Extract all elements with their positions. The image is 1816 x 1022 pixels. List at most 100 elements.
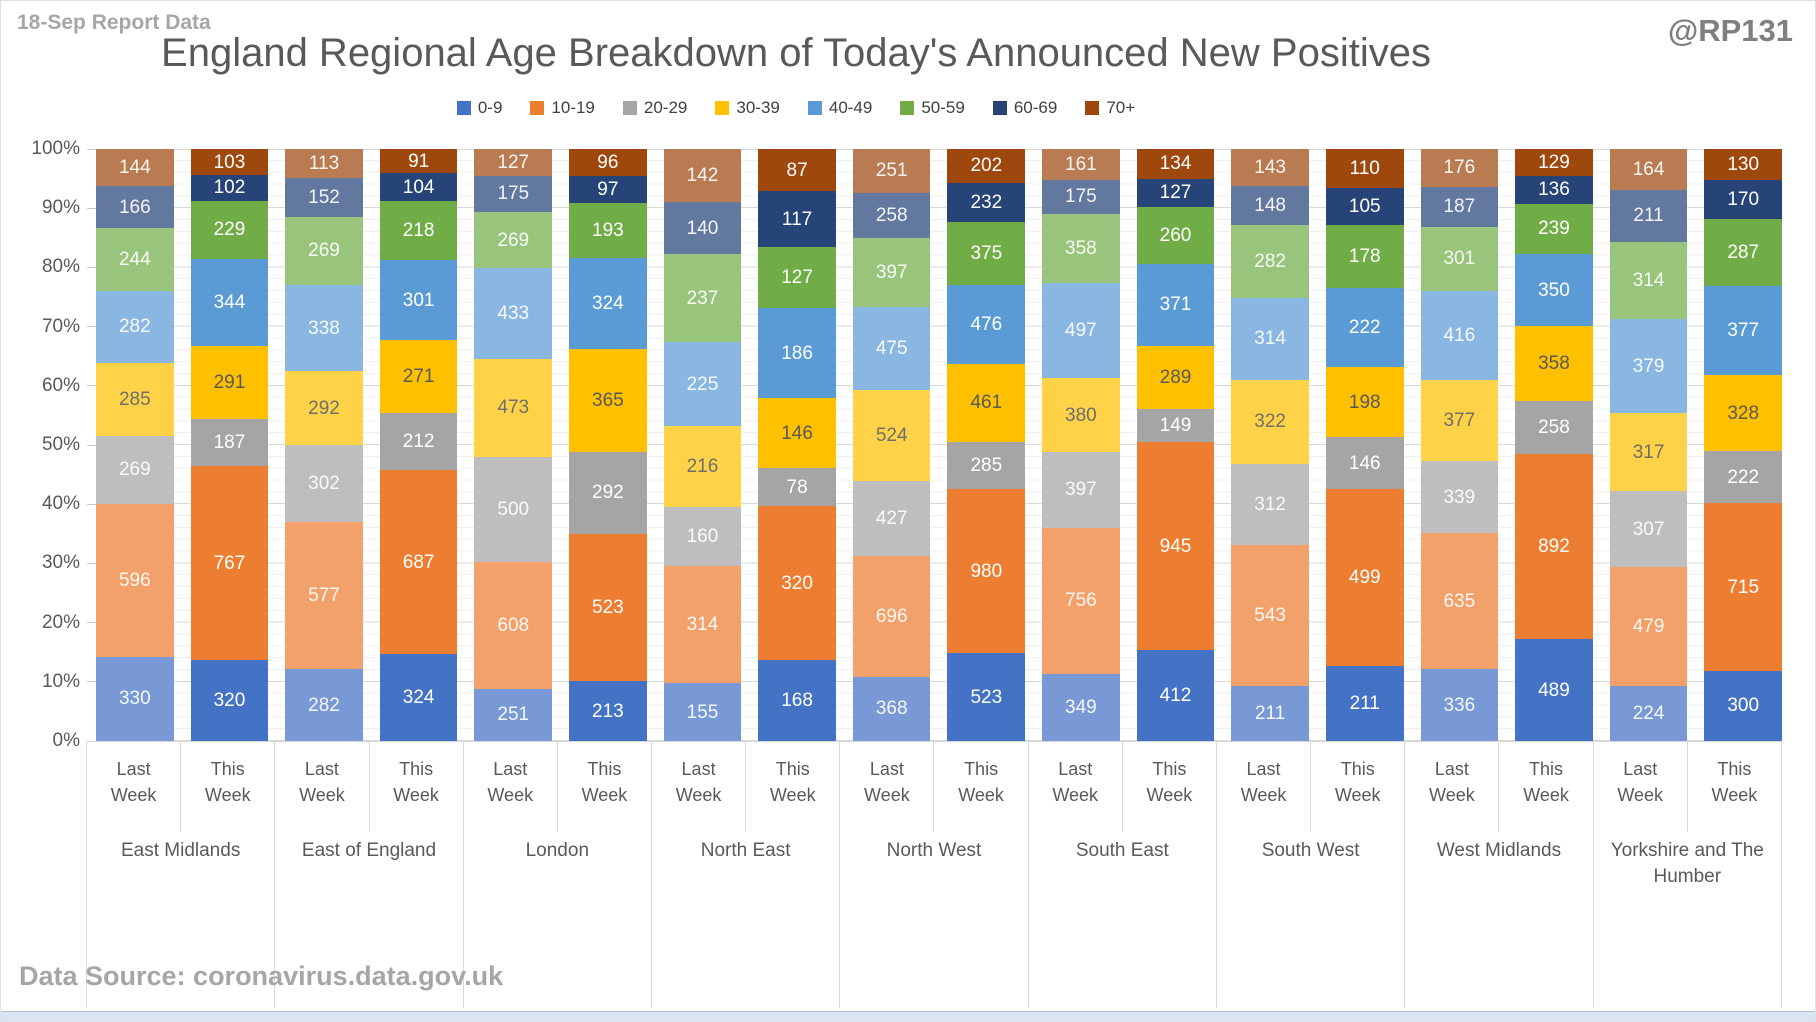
segment-70+: 164 [1609, 149, 1688, 190]
region-cell-london: Last Week This Week London [462, 742, 651, 1008]
region-name-label: South East [1075, 840, 1169, 861]
segment-30-39: 473 [474, 358, 553, 458]
segment-40-49: 222 [1325, 288, 1404, 368]
region-name-label: North East [700, 840, 791, 861]
week-label: Last Week [652, 742, 747, 832]
week-label: This Week [1334, 759, 1381, 806]
bar-south-west-this-week: 211 499 146 198 222 178 105 110 [1325, 149, 1404, 741]
segment-60-69: 166 [96, 185, 174, 229]
legend-label: 40-49 [828, 98, 873, 117]
segment-40-49: 186 [758, 308, 836, 399]
legend-item-70+: 70+ [1085, 98, 1135, 118]
segment-60-69: 211 [1609, 189, 1688, 242]
region-cell-yorkshire-and-the-humber: Last Week This Week Yorkshire and The Humber [1592, 742, 1782, 1008]
y-tick-label: 0% [52, 730, 80, 751]
segment-50-59: 237 [663, 254, 742, 343]
y-tick-mark [87, 385, 96, 387]
segment-20-29: 187 [190, 419, 269, 467]
segment-60-69: 127 [1136, 178, 1215, 207]
segment-0-9: 412 [1136, 650, 1215, 741]
week-label: This Week [204, 759, 251, 806]
segment-60-69: 102 [190, 175, 269, 201]
segment-60-69: 140 [663, 201, 742, 255]
bar-east-of-england-this-week: 324 687 212 271 301 218 104 91 [379, 149, 458, 741]
legend-item-20-29: 20-29 [622, 98, 687, 118]
week-label-row: Last Week This Week [1217, 742, 1404, 832]
bar-north-east-last-week: 155 314 160 216 225 237 140 142 [663, 149, 742, 741]
week-label-row: Last Week This Week [87, 742, 274, 832]
segment-70+: 127 [474, 149, 553, 176]
week-label: This Week [769, 759, 816, 806]
segment-20-29: 78 [758, 468, 836, 506]
week-label: This Week [1146, 759, 1193, 806]
y-tick-mark [87, 207, 96, 209]
segment-30-39: 328 [1704, 374, 1782, 452]
segment-30-39: 291 [190, 345, 269, 420]
chart-area: 0% 10% 20% 30% 40% 50% 60% 70% 80% 90% 100% 330 596… [1, 138, 1815, 1009]
segment-10-19: 577 [285, 522, 363, 670]
segment-10-19: 892 [1515, 454, 1593, 640]
segment-70+: 176 [1420, 149, 1499, 187]
bar-north-east-this-week: 168 320 78 146 186 127 117 87 [758, 149, 836, 741]
segment-10-19: 499 [1325, 489, 1404, 667]
bar-west-midlands-this-week: 489 892 258 358 350 239 136 129 [1515, 149, 1593, 741]
segment-10-19: 687 [379, 469, 458, 655]
legend-label: 70+ [1106, 98, 1136, 117]
segment-30-39: 271 [379, 340, 458, 414]
y-tick-label: 90% [41, 197, 80, 219]
report-tag: 18-Sep Report Data [17, 11, 211, 34]
legend-item-50-59: 50-59 [900, 98, 965, 118]
bar-south-west-last-week: 211 543 312 322 314 282 148 143 [1231, 149, 1309, 741]
legend-label: 10-19 [551, 98, 595, 117]
segment-10-19: 696 [852, 555, 931, 677]
week-label-row: Last Week This Week [1029, 742, 1216, 832]
segment-40-49: 344 [190, 258, 269, 346]
segment-50-59: 260 [1136, 206, 1215, 264]
week-label: This Week [581, 759, 628, 806]
segment-30-39: 461 [947, 364, 1026, 442]
week-label-row: Last Week This Week [464, 742, 651, 832]
x-axis-labels: Last Week This Week East Midlands Last Week Thi… [86, 741, 1782, 1008]
y-tick-label: 70% [41, 315, 80, 337]
legend-label: 50-59 [921, 98, 965, 117]
segment-50-59: 218 [379, 201, 458, 260]
segment-50-59: 301 [1420, 226, 1499, 292]
segment-10-19: 767 [190, 466, 269, 661]
region-name-label: East of England [301, 840, 437, 861]
week-label: Last Week [840, 742, 935, 832]
region-cell-north-east: Last Week This Week North East [650, 742, 839, 1008]
legend-item-30-39: 30-39 [715, 98, 780, 118]
chart-title: England Regional Age Breakdown of Today'… [161, 31, 1431, 75]
week-label-row: Last Week This Week [652, 742, 839, 832]
segment-30-39: 292 [285, 371, 363, 446]
segment-0-9: 211 [1231, 686, 1309, 741]
bar-london-this-week: 213 523 292 365 324 193 97 96 [569, 149, 647, 741]
title-block: England Regional Age Breakdown of Today'… [1, 31, 1591, 118]
legend-item-10-19: 10-19 [530, 98, 595, 118]
segment-60-69: 105 [1325, 188, 1404, 226]
segment-40-49: 416 [1420, 291, 1499, 381]
segment-70+: 143 [1231, 149, 1309, 187]
bar-london-last-week: 251 608 500 473 433 269 175 127 [474, 149, 553, 741]
segment-40-49: 476 [947, 284, 1026, 365]
legend-swatch-10-19 [530, 101, 545, 115]
segment-0-9: 336 [1420, 669, 1499, 741]
legend-label: 60-69 [1013, 98, 1058, 117]
segment-40-49: 314 [1231, 298, 1309, 380]
segment-50-59: 282 [1231, 224, 1309, 299]
bar-south-east-last-week: 349 756 397 380 497 358 175 161 [1042, 149, 1120, 741]
segment-0-9: 213 [569, 681, 647, 741]
legend-swatch-60-69 [992, 101, 1007, 115]
week-label: Last Week [464, 742, 558, 832]
chart-legend: 0-9 10-19 20-29 30-39 40-49 50-59 60-69 70+ [1, 98, 1591, 118]
week-label: This Week [1523, 759, 1569, 806]
segment-0-9: 155 [663, 683, 742, 741]
segment-10-19: 756 [1042, 528, 1120, 674]
region-name-label: London [525, 840, 590, 861]
segment-0-9: 368 [852, 676, 931, 741]
legend-label: 0-9 [477, 98, 503, 117]
segment-30-39: 322 [1231, 379, 1309, 464]
segment-0-9: 489 [1515, 639, 1593, 741]
segment-50-59: 375 [947, 221, 1026, 285]
week-label: Last Week [1217, 742, 1312, 832]
